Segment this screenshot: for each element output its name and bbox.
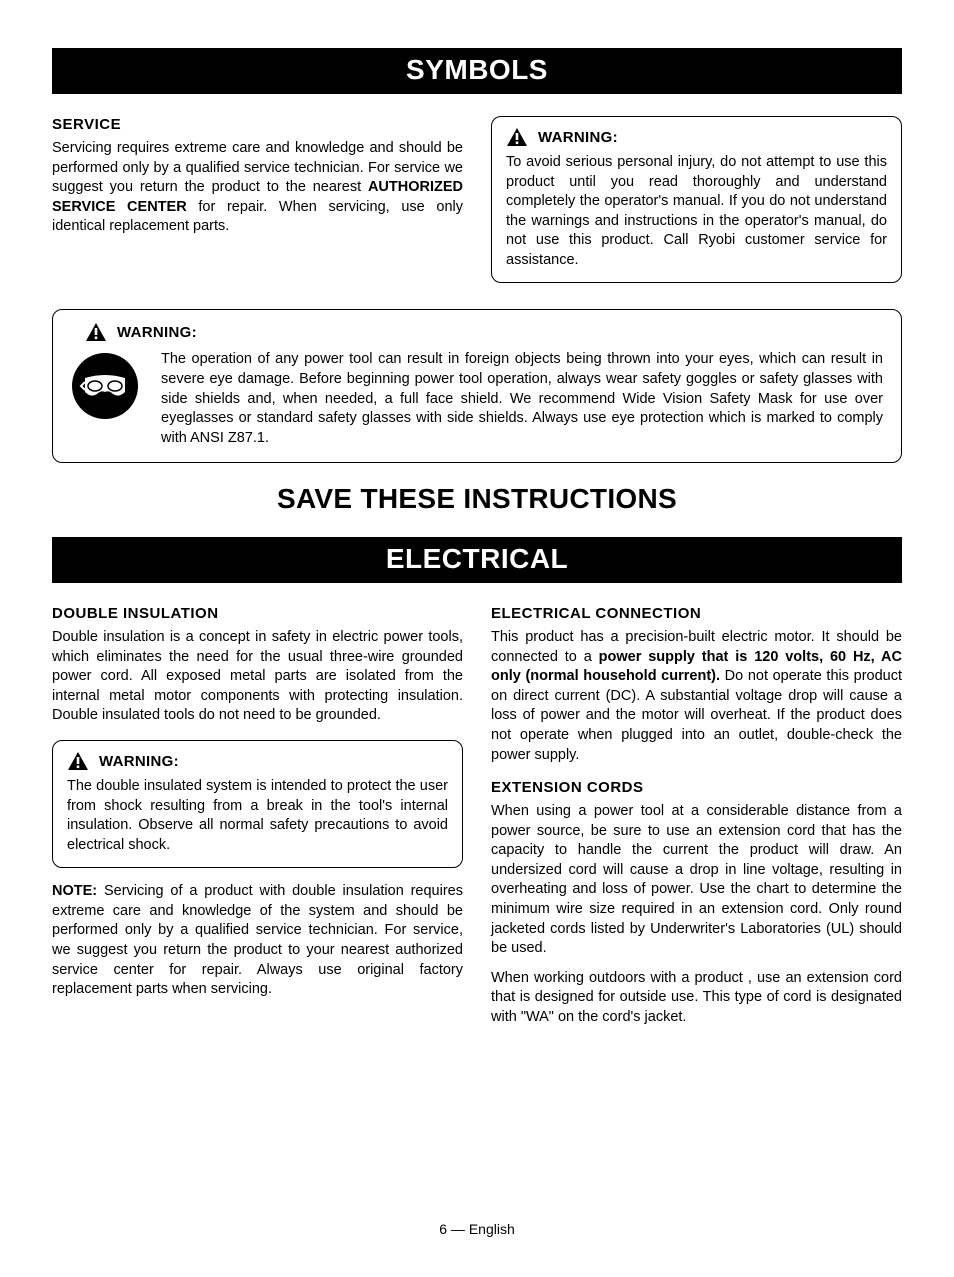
warning-triangle-icon <box>67 751 89 771</box>
warning-right-column: WARNING: To avoid serious personal injur… <box>491 116 902 283</box>
electrical-connection-body: This product has a precision-built elect… <box>491 628 902 765</box>
warning-triangle-icon <box>85 322 107 342</box>
double-insulation-block: DOUBLE INSULATION Double insulation is a… <box>52 605 463 726</box>
note-body: Servicing of a product with double insul… <box>52 883 463 997</box>
warning-label-manual: WARNING: <box>538 129 618 146</box>
warning-box-double-insulation: WARNING: The double insulated system is … <box>52 740 463 868</box>
warning-box-eye-protection: WARNING: The operation of any power tool… <box>52 309 902 463</box>
service-heading: SERVICE <box>52 116 463 133</box>
note-prefix: NOTE: <box>52 883 97 899</box>
double-insulation-heading: DOUBLE INSULATION <box>52 605 463 622</box>
safety-goggles-icon <box>71 352 139 420</box>
warning-head-eye: WARNING: <box>85 322 883 342</box>
warning-label-di: WARNING: <box>99 753 179 770</box>
electrical-connection-block: ELECTRICAL CONNECTION This product has a… <box>491 605 902 765</box>
extension-cords-p1: When using a power tool at a considerabl… <box>491 802 902 959</box>
section-banner-symbols: SYMBOLS <box>52 48 902 94</box>
warning-box-manual: WARNING: To avoid serious personal injur… <box>491 116 902 283</box>
note-paragraph: NOTE: Servicing of a product with double… <box>52 882 463 999</box>
electrical-right-column: ELECTRICAL CONNECTION This product has a… <box>491 605 902 1041</box>
service-paragraph: Servicing requires extreme care and know… <box>52 139 463 237</box>
symbols-columns: SERVICE Servicing requires extreme care … <box>52 116 902 283</box>
warning-triangle-icon <box>506 127 528 147</box>
warning-body-di: The double insulated system is intended … <box>67 777 448 855</box>
save-instructions-heading: SAVE THESE INSTRUCTIONS <box>52 483 902 515</box>
service-column: SERVICE Servicing requires extreme care … <box>52 116 463 283</box>
warning-body-eye-wrap: The operation of any power tool can resu… <box>71 350 883 448</box>
warning-body-manual: To avoid serious personal injury, do not… <box>506 153 887 270</box>
warning-body-eye: The operation of any power tool can resu… <box>161 350 883 448</box>
extension-cords-block: EXTENSION CORDS When using a power tool … <box>491 779 902 1027</box>
warning-head-di: WARNING: <box>67 751 448 771</box>
warning-head-manual: WARNING: <box>506 127 887 147</box>
double-insulation-body: Double insulation is a concept in safety… <box>52 628 463 726</box>
extension-cords-heading: EXTENSION CORDS <box>491 779 902 796</box>
warning-label-eye: WARNING: <box>117 324 197 341</box>
electrical-columns: DOUBLE INSULATION Double insulation is a… <box>52 605 902 1041</box>
electrical-left-column: DOUBLE INSULATION Double insulation is a… <box>52 605 463 1041</box>
section-banner-electrical: ELECTRICAL <box>52 537 902 583</box>
extension-cords-p2: When working outdoors with a product , u… <box>491 969 902 1028</box>
electrical-connection-heading: ELECTRICAL CONNECTION <box>491 605 902 622</box>
